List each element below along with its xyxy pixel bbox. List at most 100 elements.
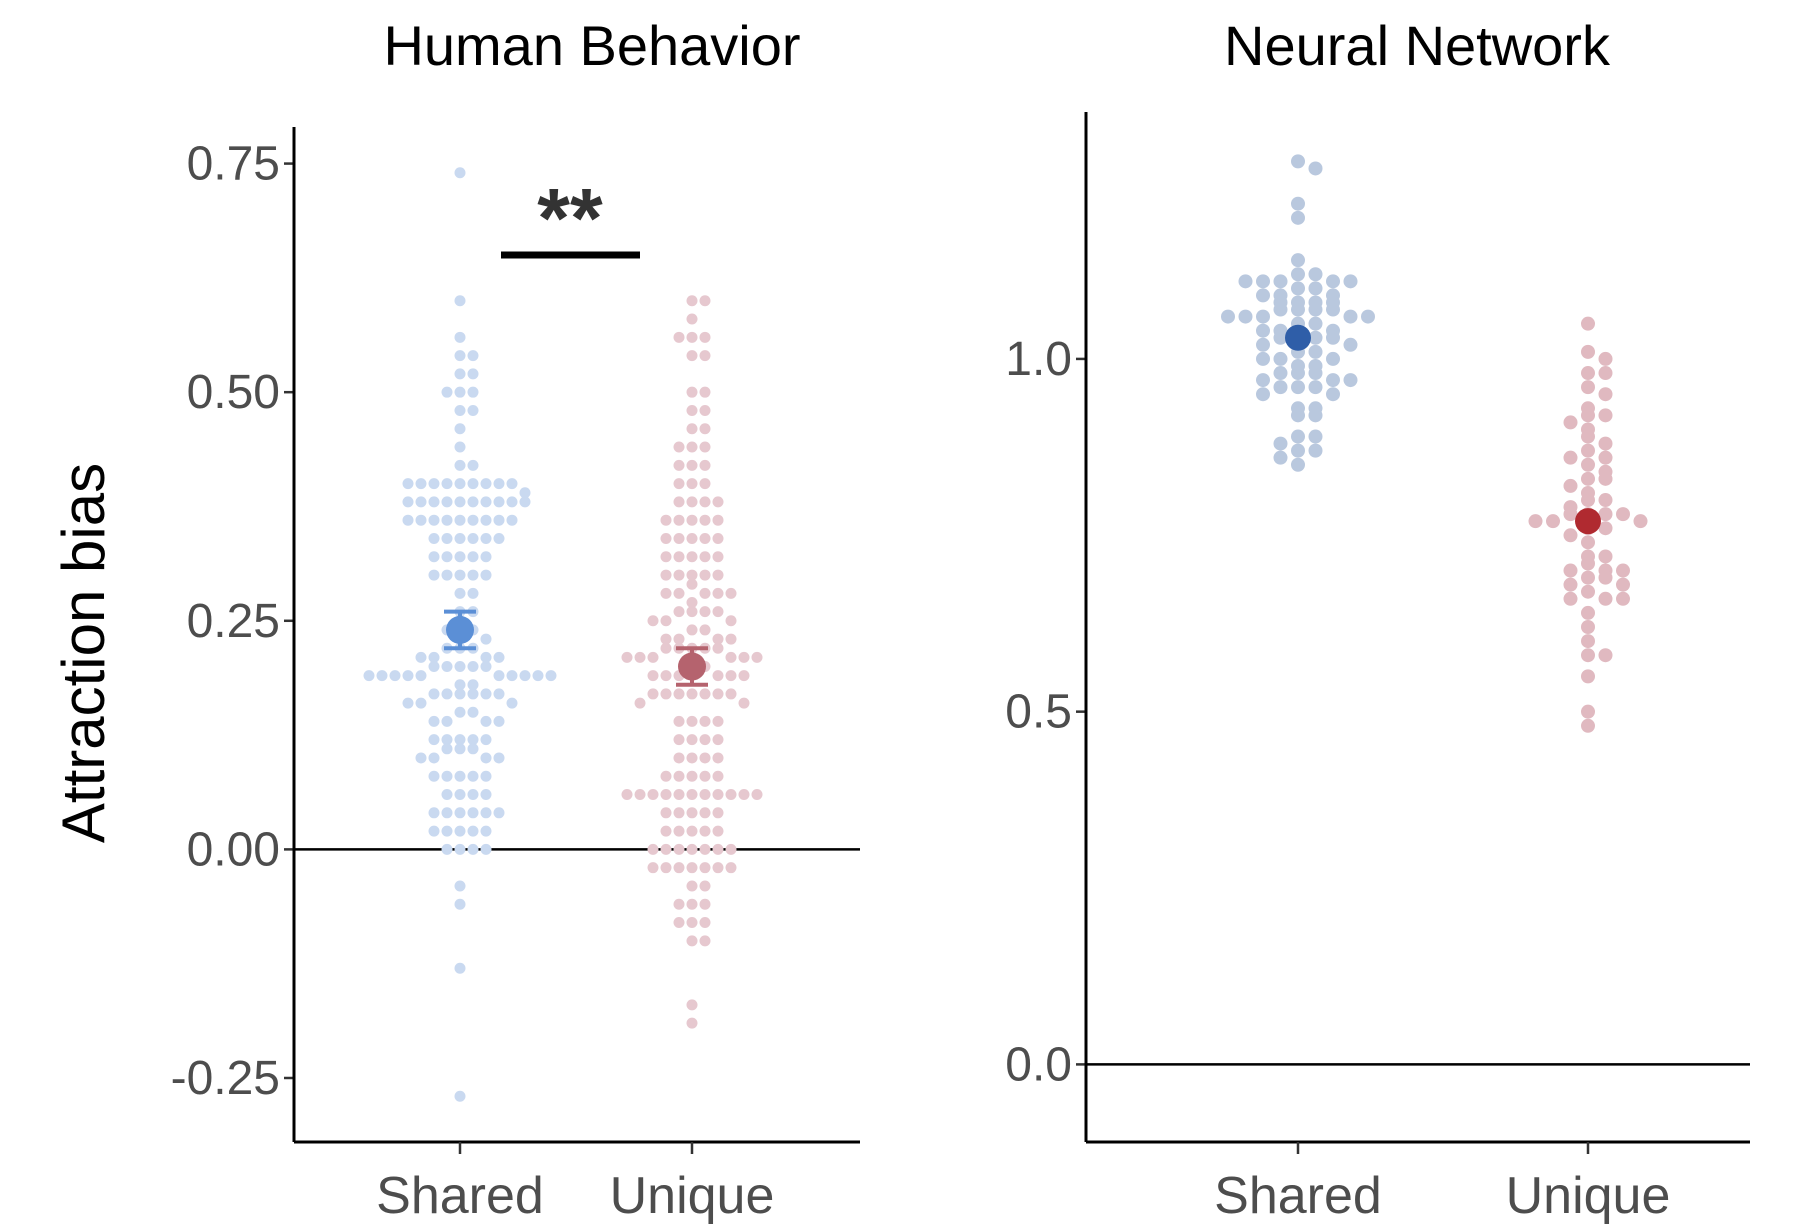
data-point-shared <box>441 532 453 544</box>
data-point-shared <box>506 496 518 508</box>
data-point-unique <box>686 404 698 416</box>
data-point-shared <box>1291 443 1305 458</box>
data-point-shared <box>415 697 427 709</box>
data-point-shared <box>545 670 557 682</box>
data-point-unique <box>1563 478 1578 493</box>
data-point-shared <box>467 679 479 691</box>
y-tick-label: -0.25 <box>171 1052 280 1105</box>
data-point-unique <box>712 569 724 581</box>
data-point-unique <box>725 789 737 801</box>
data-point-unique <box>634 651 646 663</box>
data-point-shared <box>467 587 479 599</box>
data-point-shared <box>454 514 466 526</box>
data-point-shared <box>506 697 518 709</box>
data-point-unique <box>1598 436 1613 451</box>
significance-label: ** <box>537 171 603 265</box>
data-point-unique <box>1598 450 1613 465</box>
data-point-shared <box>1291 429 1305 444</box>
data-point-unique <box>647 688 659 700</box>
data-point-shared <box>1256 351 1270 366</box>
data-point-unique <box>673 514 685 526</box>
data-point-unique <box>1581 584 1595 599</box>
data-point-unique <box>1581 704 1595 719</box>
data-point-unique <box>699 551 711 563</box>
data-point-shared <box>454 587 466 599</box>
data-point-unique <box>686 532 698 544</box>
data-point-unique <box>673 331 685 343</box>
data-point-shared <box>1308 330 1323 345</box>
data-point-shared <box>454 734 466 746</box>
data-point-unique <box>1581 648 1595 663</box>
x-tick-label-unique: Unique <box>610 1167 775 1225</box>
data-point-shared <box>428 496 440 508</box>
data-point-shared <box>428 569 440 581</box>
data-point-unique <box>699 423 711 435</box>
data-point-unique <box>660 789 672 801</box>
data-point-unique <box>660 615 672 627</box>
data-point-unique <box>712 514 724 526</box>
data-point-unique <box>1581 380 1595 395</box>
data-point-unique <box>634 789 646 801</box>
data-point-unique <box>1581 634 1595 649</box>
data-point-unique <box>673 862 685 874</box>
data-point-shared <box>1291 154 1305 169</box>
data-point-unique <box>699 569 711 581</box>
data-point-unique <box>1581 316 1595 331</box>
data-point-unique <box>647 789 659 801</box>
data-point-unique <box>699 825 711 837</box>
data-point-unique <box>686 843 698 855</box>
data-point-unique <box>699 843 711 855</box>
data-point-unique <box>634 697 646 709</box>
data-point-shared <box>441 843 453 855</box>
data-point-unique <box>699 386 711 398</box>
data-point-shared <box>493 670 505 682</box>
data-point-shared <box>1291 408 1305 423</box>
data-point-shared <box>467 569 479 581</box>
data-point-shared <box>402 478 414 490</box>
data-point-shared <box>1343 309 1358 324</box>
data-point-shared <box>454 569 466 581</box>
y-tick-label: 0.0 <box>1005 1038 1072 1091</box>
data-point-shared <box>506 478 518 490</box>
data-point-unique <box>660 633 672 645</box>
data-point-shared <box>454 843 466 855</box>
data-point-unique <box>1563 591 1578 606</box>
data-point-unique <box>1581 556 1595 571</box>
data-point-unique <box>1581 366 1595 381</box>
data-point-shared <box>519 487 531 499</box>
data-point-shared <box>1256 337 1270 352</box>
data-point-unique <box>1581 344 1595 359</box>
y-tick-label: 0.25 <box>187 595 280 648</box>
data-point-unique <box>647 862 659 874</box>
data-point-shared <box>467 843 479 855</box>
data-point-unique <box>686 496 698 508</box>
data-point-shared <box>1273 302 1288 317</box>
data-point-unique <box>686 789 698 801</box>
data-point-shared <box>1326 351 1340 366</box>
data-point-unique <box>621 789 633 801</box>
data-point-shared <box>428 478 440 490</box>
data-point-shared <box>467 770 479 782</box>
data-point-shared <box>1291 457 1305 472</box>
data-point-unique <box>1598 570 1613 585</box>
data-point-unique <box>699 441 711 453</box>
data-point-unique <box>673 807 685 819</box>
data-point-unique <box>686 862 698 874</box>
data-point-unique <box>1598 408 1613 423</box>
data-point-shared <box>441 743 453 755</box>
y-axis-label: Attraction bias <box>50 463 117 843</box>
data-point-shared <box>1326 373 1340 388</box>
data-point-unique <box>699 789 711 801</box>
data-point-shared <box>480 514 492 526</box>
data-point-shared <box>454 789 466 801</box>
data-point-unique <box>1616 577 1630 592</box>
data-point-shared <box>454 386 466 398</box>
data-point-unique <box>673 606 685 618</box>
data-point-shared <box>493 651 505 663</box>
data-point-unique <box>686 880 698 892</box>
data-point-unique <box>673 459 685 471</box>
data-point-shared <box>467 734 479 746</box>
data-point-shared <box>454 459 466 471</box>
data-point-unique <box>699 587 711 599</box>
